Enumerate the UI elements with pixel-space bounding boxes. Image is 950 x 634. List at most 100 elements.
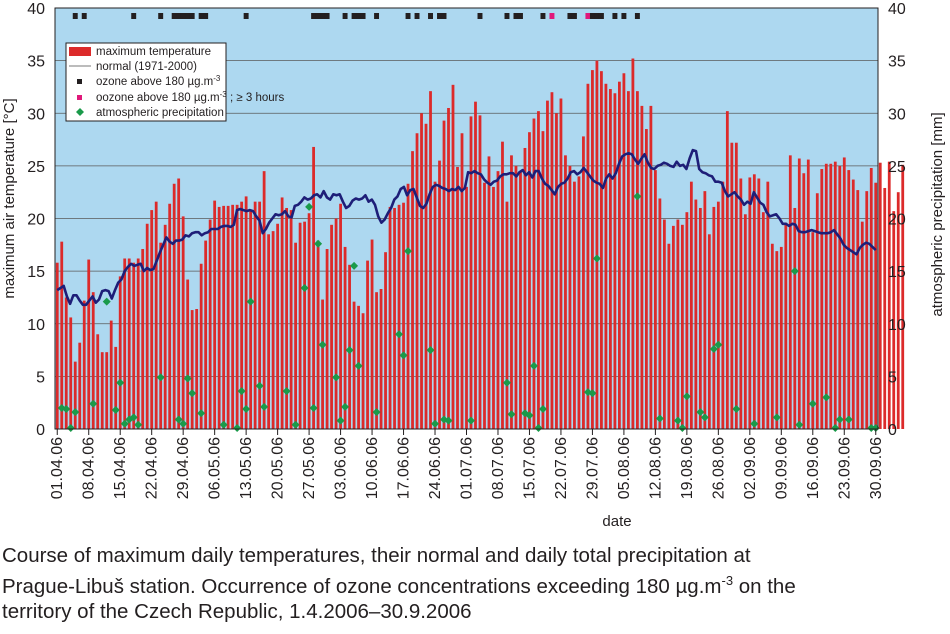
y2-tick-label: 35 xyxy=(888,54,906,71)
y2-tick-label: 5 xyxy=(888,369,897,386)
temperature-bar xyxy=(235,204,239,429)
y2-tick-label: 0 xyxy=(888,422,897,439)
temperature-bar xyxy=(303,221,306,429)
temperature-bar xyxy=(141,249,145,429)
precipitation-marker xyxy=(709,345,718,354)
ozone-marker xyxy=(594,13,600,19)
ozone-marker xyxy=(374,13,380,19)
precipitation-marker xyxy=(309,403,318,412)
temperature-bar xyxy=(366,260,369,429)
temperature-bar xyxy=(177,178,181,429)
temperature-bar xyxy=(636,91,639,430)
precipitation-marker xyxy=(291,420,300,429)
precipitation-marker xyxy=(700,413,709,422)
temperature-bar xyxy=(487,156,491,429)
temperature-bar xyxy=(100,352,104,429)
temperature-bar xyxy=(680,224,684,429)
temperature-bar xyxy=(644,129,648,429)
precipitation-marker xyxy=(395,330,404,339)
precipitation-marker xyxy=(260,402,269,411)
temperature-bar xyxy=(505,201,509,429)
precipitation-marker xyxy=(795,420,804,429)
temperature-bar xyxy=(874,182,878,429)
y-tick-label: 10 xyxy=(27,317,45,334)
legend-ozone-swatch xyxy=(77,79,82,84)
ozone-marker xyxy=(243,13,249,19)
temperature-bar xyxy=(730,142,734,429)
x-tick-label: 02.09.06 xyxy=(742,437,759,499)
temperature-bar xyxy=(671,225,675,429)
ozone-marker xyxy=(540,13,546,19)
temperature-bar xyxy=(154,201,158,429)
temperature-bar xyxy=(298,222,302,429)
precipitation-marker xyxy=(233,423,242,432)
temperature-bar xyxy=(483,182,486,429)
ozone-marker xyxy=(414,13,420,19)
precipitation-marker xyxy=(237,387,246,396)
temperature-bar xyxy=(411,151,414,429)
temperature-bar xyxy=(469,116,473,429)
legend-item-ozone: ozone above 180 µg.m-3 xyxy=(96,74,221,88)
temperature-bar xyxy=(600,71,603,430)
temperature-bar xyxy=(734,142,738,429)
temperature-bar xyxy=(725,111,729,430)
ozone-marker xyxy=(72,13,78,19)
ozone-3h-marker xyxy=(549,13,555,19)
legend: maximum temperature normal (1971-2000) o… xyxy=(65,42,284,122)
y-tick-label: 30 xyxy=(27,106,45,123)
legend-box xyxy=(65,42,227,122)
temperature-bar xyxy=(294,242,297,429)
ozone-marker xyxy=(311,13,317,19)
temperature-bar xyxy=(591,70,594,429)
temperature-bar xyxy=(640,105,644,429)
y-tick-label: 25 xyxy=(27,159,45,176)
temperature-bar xyxy=(541,131,545,429)
precipitation-marker xyxy=(538,405,547,414)
precipitation-marker xyxy=(66,423,75,432)
temperature-bar xyxy=(667,243,671,429)
precipitation-marker xyxy=(431,419,440,428)
precipitation-marker xyxy=(246,297,255,306)
temperature-bar xyxy=(784,222,788,429)
temperature-bars xyxy=(55,58,905,430)
ozone-marker xyxy=(180,13,186,19)
x-tick-label: 24.06.06 xyxy=(427,437,444,499)
temperature-bar xyxy=(883,187,887,429)
precipitation-markers xyxy=(57,192,880,432)
ozone-marker xyxy=(441,13,447,19)
temperature-bar xyxy=(802,173,806,429)
y2-tick-label: 40 xyxy=(888,1,906,18)
normal-temperature-line xyxy=(56,148,877,307)
temperature-bar xyxy=(375,292,378,429)
y-tick-label: 5 xyxy=(36,369,45,386)
temperature-bar xyxy=(631,58,635,430)
ozone-marker xyxy=(131,13,137,19)
ozone-marker xyxy=(513,13,519,19)
temperature-bar xyxy=(244,196,248,429)
precipitation-marker xyxy=(188,389,197,398)
x-tick-label: 09.09.06 xyxy=(773,437,790,499)
temperature-bar xyxy=(703,191,707,429)
ozone-marker xyxy=(437,13,442,19)
temperature-bar xyxy=(743,214,747,429)
x-tick-label: 27.05.06 xyxy=(301,437,318,499)
temperature-bar xyxy=(330,224,333,429)
temperature-bar xyxy=(181,216,185,429)
ozone-marker xyxy=(315,13,321,19)
temperature-bar xyxy=(334,218,338,429)
legend-item-precip: atmospheric precipitation xyxy=(96,107,224,119)
precipitation-marker xyxy=(844,415,853,424)
temperature-bar xyxy=(622,73,626,429)
precipitation-marker xyxy=(372,408,381,417)
precipitation-marker xyxy=(134,420,143,429)
temperature-bar xyxy=(806,159,810,429)
temperature-bar xyxy=(249,211,253,429)
ozone-marker xyxy=(598,13,604,19)
temperature-bar xyxy=(465,186,468,429)
caption-line-3: territory of the Czech Republic, 1.4.200… xyxy=(2,599,472,623)
temperature-bar xyxy=(136,258,140,429)
temperature-bar xyxy=(384,252,387,429)
ozone-marker xyxy=(612,13,618,19)
temperature-bar xyxy=(568,165,572,429)
ozone-marker xyxy=(405,13,411,19)
